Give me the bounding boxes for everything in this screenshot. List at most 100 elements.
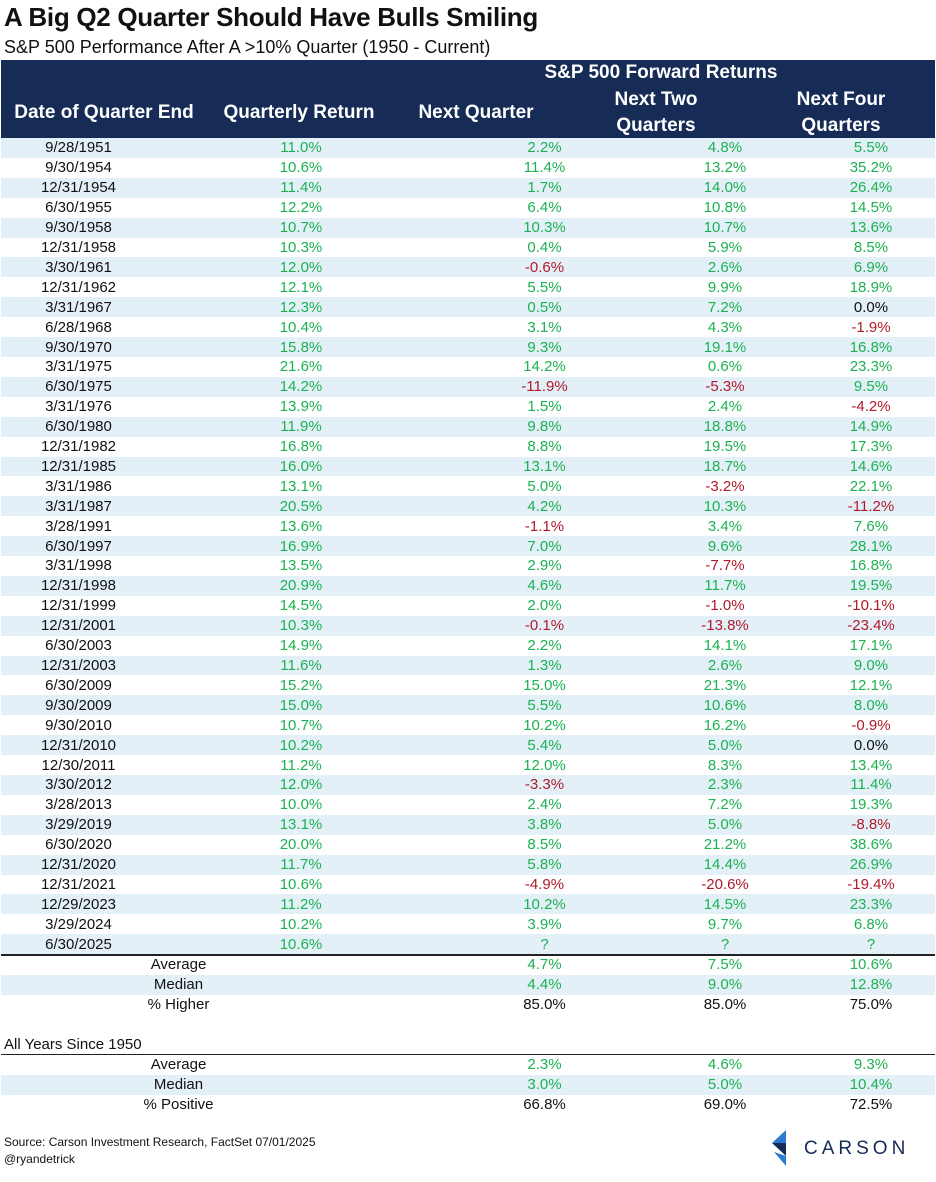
next-two-quarters-cell: 2.6% [643, 655, 807, 676]
table-row: 6/30/2025 10.6%??? [1, 934, 935, 957]
next-two-quarters-cell: 2.3% [643, 775, 807, 795]
quarterly-return-cell: 16.8% [279, 438, 323, 456]
next-four-quarters-cell: ? [807, 934, 935, 957]
next-two-quarters-cell: 4.6% [707, 1056, 743, 1074]
quarterly-return-cell: 11.4% [156, 177, 446, 198]
next-four-quarters-cell: 12.8% [807, 974, 935, 995]
quarterly-return-cell: 21.6% [279, 358, 323, 376]
summary-label: Median [1, 974, 446, 995]
header-next-two-quarters: Next Two Quarters [614, 89, 698, 136]
next-two-quarters-cell: 5.0% [643, 814, 807, 835]
header-next-quarter: Next Quarter [418, 102, 534, 123]
next-two-quarters-cell: 9.0% [643, 974, 807, 995]
next-four-quarters-cell: -8.8% [807, 814, 935, 835]
date-cell: 12/31/1958 [40, 238, 117, 256]
quarterly-return-cell: 10.7% [156, 217, 446, 238]
next-four-quarters-cell: 23.3% [807, 894, 935, 915]
quarterly-return-cell: 11.2% [280, 756, 322, 774]
source-note: Source: Carson Investment Research, Fact… [4, 1134, 316, 1168]
quarterly-return-cell: 14.5% [279, 597, 323, 615]
page-title: A Big Q2 Quarter Should Have Bulls Smili… [4, 2, 538, 32]
next-two-quarters-cell: 0.6% [707, 358, 743, 376]
next-four-quarters-cell: 19.3% [849, 796, 893, 814]
table-row: 12/31/1998 20.9% 4.6% 11.7% 19.5% [1, 575, 935, 596]
next-two-quarters-cell: -3.2% [705, 477, 745, 495]
quarterly-return-cell: 12.2% [279, 199, 323, 217]
next-quarter-cell: 10.2% [446, 894, 643, 915]
next-two-quarters-cell: 4.8% [643, 138, 807, 158]
quarterly-return-cell: 20.5% [156, 496, 446, 517]
quarterly-return-cell: 15.0% [156, 695, 446, 716]
next-four-quarters-cell: -11.2% [807, 496, 935, 517]
table-row: 12/31/2010 10.2% 5.4% 5.0% 0.0% [1, 735, 935, 756]
table-header: S&P 500 Forward Returns Date of Quarter … [1, 60, 935, 138]
next-quarter-cell: -0.6% [446, 257, 643, 278]
next-two-quarters-cell: 14.0% [643, 177, 807, 198]
next-two-quarters-cell: 13.2% [703, 159, 747, 177]
table-row: 3/31/1986 13.1% 5.0% -3.2% 22.1% [1, 476, 935, 496]
next-quarter-cell: 7.0% [446, 536, 643, 557]
next-quarter-cell: 3.1% [527, 318, 562, 336]
date-cell: 12/29/2023 [1, 894, 156, 915]
table-row: 9/30/2009 15.0% 5.5% 10.6% 8.0% [1, 695, 935, 716]
next-four-quarters-cell: 6.9% [807, 257, 935, 278]
summary-table: Average 4.7% 7.5% 10.6% Median 4.4% 9.0% 12.8%%… [1, 955, 935, 1015]
next-quarter-cell: 1.3% [446, 655, 643, 676]
date-cell: 6/30/2003 [45, 637, 112, 655]
date-cell: 12/31/1954 [1, 177, 156, 198]
date-cell: 9/30/1970 [1, 337, 156, 357]
next-two-quarters-cell: 18.7% [643, 456, 807, 477]
next-two-quarters-cell: ? [643, 934, 807, 957]
next-quarter-cell: 4.6% [446, 575, 643, 596]
quarterly-return-cell: 12.1% [279, 278, 323, 296]
next-two-quarters-cell: 10.6% [643, 695, 807, 716]
quarterly-return-cell: 20.0% [279, 836, 323, 854]
next-quarter-cell: 5.5% [446, 695, 643, 716]
table-row: 12/31/2021 10.6% -4.9% -20.6% -19.4% [1, 875, 935, 895]
table-row: 12/31/1962 12.1% 5.5% 9.9% 18.9% [1, 277, 935, 297]
table-row: 6/30/1997 16.9% 7.0% 9.6% 28.1% [1, 536, 935, 557]
next-four-quarters-cell: 35.2% [849, 159, 893, 177]
quarterly-return-cell: 15.2% [279, 676, 323, 694]
date-cell: 12/31/2010 [1, 735, 156, 756]
date-cell: 3/29/2024 [45, 915, 112, 933]
next-quarter-cell: 3.0% [446, 1074, 643, 1095]
date-cell: 12/31/2020 [1, 854, 156, 875]
date-cell: 3/31/1998 [45, 557, 112, 575]
header-quarterly-return: Quarterly Return [223, 102, 375, 123]
next-four-quarters-cell: 0.0% [807, 297, 935, 318]
next-four-quarters-cell: 75.0% [849, 996, 893, 1014]
next-four-quarters-cell: 72.5% [849, 1096, 893, 1114]
table-row: 3/28/1991 13.6% -1.1% 3.4% 7.6% [1, 516, 935, 536]
table-row: 12/31/1958 10.3% 0.4% 5.9% 8.5% [1, 238, 935, 258]
next-quarter-cell: 3.8% [446, 814, 643, 835]
table-row: 6/30/2020 20.0% 8.5% 21.2% 38.6% [1, 835, 935, 855]
table-row: 12/29/2023 11.2% 10.2% 14.5% 23.3% [1, 894, 935, 915]
summary-row: Median 4.4% 9.0% 12.8% [1, 974, 935, 995]
next-four-quarters-cell: -19.4% [847, 875, 895, 893]
date-cell: 9/30/1958 [1, 217, 156, 238]
next-two-quarters-cell: 2.4% [707, 398, 743, 416]
date-cell: 12/31/1985 [1, 456, 156, 477]
next-four-quarters-cell: 7.6% [853, 517, 889, 535]
table-row: 3/31/1987 20.5% 4.2% 10.3% -11.2% [1, 496, 935, 517]
next-four-quarters-cell: 10.6% [849, 956, 893, 974]
quarterly-return-cell: 10.4% [279, 318, 323, 336]
next-four-quarters-cell: -0.9% [851, 716, 891, 734]
date-cell: 9/30/2009 [1, 695, 156, 716]
next-two-quarters-cell: 10.7% [643, 217, 807, 238]
table-row: 9/28/1951 11.0% 2.2% 4.8% 5.5% [1, 138, 935, 158]
next-four-quarters-cell: 13.6% [807, 217, 935, 238]
next-four-quarters-cell: 16.8% [807, 337, 935, 357]
quarterly-return-cell: 12.0% [156, 775, 446, 795]
date-cell: 12/30/2011 [41, 756, 116, 774]
next-two-quarters-cell: 21.3% [703, 676, 747, 694]
next-quarter-cell: 66.8% [523, 1096, 566, 1114]
quarterly-return-cell: 12.3% [156, 297, 446, 318]
next-quarter-cell: 2.2% [446, 138, 643, 158]
next-two-quarters-cell: 85.0% [703, 996, 747, 1014]
all-years-divider [1, 1054, 935, 1055]
date-cell: 12/31/2021 [40, 875, 117, 893]
date-cell: 3/30/1961 [1, 257, 156, 278]
next-four-quarters-cell: 23.3% [849, 358, 893, 376]
